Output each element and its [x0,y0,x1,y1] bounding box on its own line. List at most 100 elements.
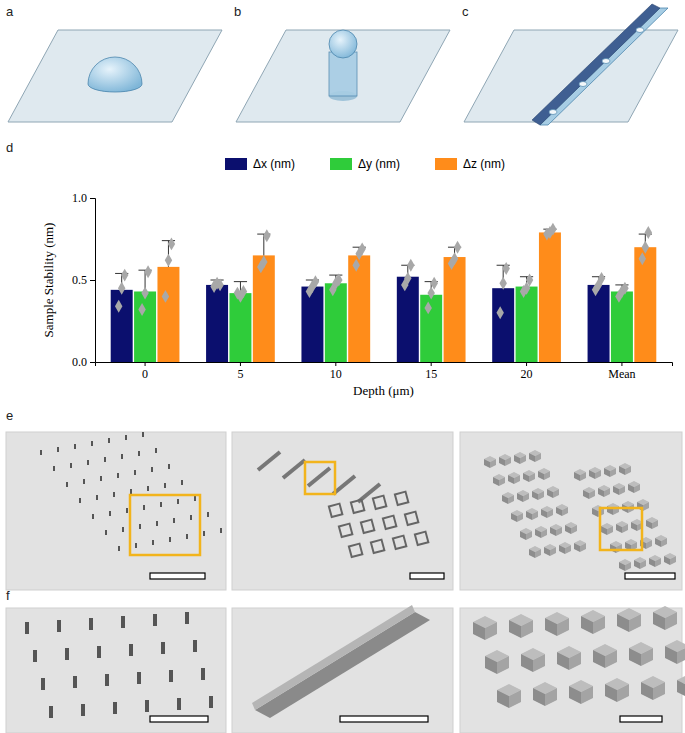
bar [611,291,633,362]
x-axis: 05101520Mean [96,362,673,381]
x-tick-label: 5 [237,367,243,381]
wall [258,452,280,470]
x-tick-label: 15 [425,367,437,381]
data-point [639,252,646,265]
cube-left [619,562,625,571]
data-point [216,278,223,291]
sem-background [460,432,682,590]
bar [348,255,370,362]
pillar [122,527,124,532]
cube-left [610,544,616,553]
cube-left [601,526,607,535]
sem-background [6,432,226,590]
y-tick-mark [90,362,95,363]
ring [405,512,418,525]
cube-right [520,455,526,464]
cube-right [535,549,541,558]
pillar [193,640,197,652]
pillar [33,650,37,662]
sem-background [232,432,453,590]
cube-left [613,486,619,495]
data-point [407,259,414,272]
pillar [161,642,165,654]
sem-images [6,432,685,733]
cube-right [616,544,622,553]
cube-left [511,513,517,522]
data-point [358,242,365,255]
pillar [201,668,205,680]
data-point [352,259,359,272]
substrate [236,30,450,122]
data-point [496,306,503,319]
panel-label: b [234,4,241,19]
bar [157,267,179,362]
cube-right [580,472,586,481]
ring [351,500,364,513]
cube-right [508,495,514,504]
cube-right [499,477,505,486]
pillar [108,438,110,443]
pillar [57,620,61,632]
wall [283,460,305,478]
cube-left [538,471,544,480]
cube-left [520,531,526,540]
legend-swatch [435,158,457,170]
ring [361,520,374,533]
pillar [96,495,98,500]
x-tick-mark [431,362,432,366]
cube-right [617,684,629,702]
cube-left [517,493,523,502]
pillar [97,646,101,658]
cube-left [526,511,532,520]
cube-left [493,477,499,486]
cube-left [604,468,610,477]
cube-left [523,473,529,482]
cube-right [655,558,661,567]
cube-left [628,484,634,493]
y-tick: 0.0 [72,355,95,369]
pillar [92,514,94,519]
cube-left [541,509,547,518]
pillar [194,496,196,501]
data-point [115,300,122,313]
cube-right [670,556,676,565]
pillar [57,447,59,452]
cube-left [533,688,545,706]
pillar [138,451,140,456]
pillar [81,704,85,716]
bar [588,285,610,362]
data-point [260,256,267,269]
cube-right [490,459,496,468]
cube-left [508,475,514,484]
cube-right [544,471,550,480]
cube-right [677,646,685,664]
y-tick-label: 1.0 [72,191,87,205]
x-tick-mark [526,362,527,366]
cube-left [589,470,595,479]
cube-right [557,618,569,636]
data-point [451,252,458,265]
cube-right [595,470,601,479]
cube-left [649,558,655,567]
cube-right [640,560,646,569]
scale-bar [340,716,428,722]
cube-right [607,526,613,535]
data-point [621,282,628,295]
scale-bar [625,573,675,579]
cube-left [677,680,685,698]
cube-right [641,648,653,666]
scale-bar [150,573,205,579]
x-tick: 0 [142,362,148,381]
cube-left [593,650,605,668]
x-tick-mark [145,362,146,366]
pillar [181,480,183,485]
bar [444,257,466,362]
data-point [430,277,437,290]
bar [539,232,561,362]
x-tick-label: Mean [608,367,635,381]
data-point [454,241,461,254]
data-point [642,241,649,254]
cube-right [547,509,553,518]
pillar [209,696,213,708]
x-tick-label: 10 [330,367,342,381]
